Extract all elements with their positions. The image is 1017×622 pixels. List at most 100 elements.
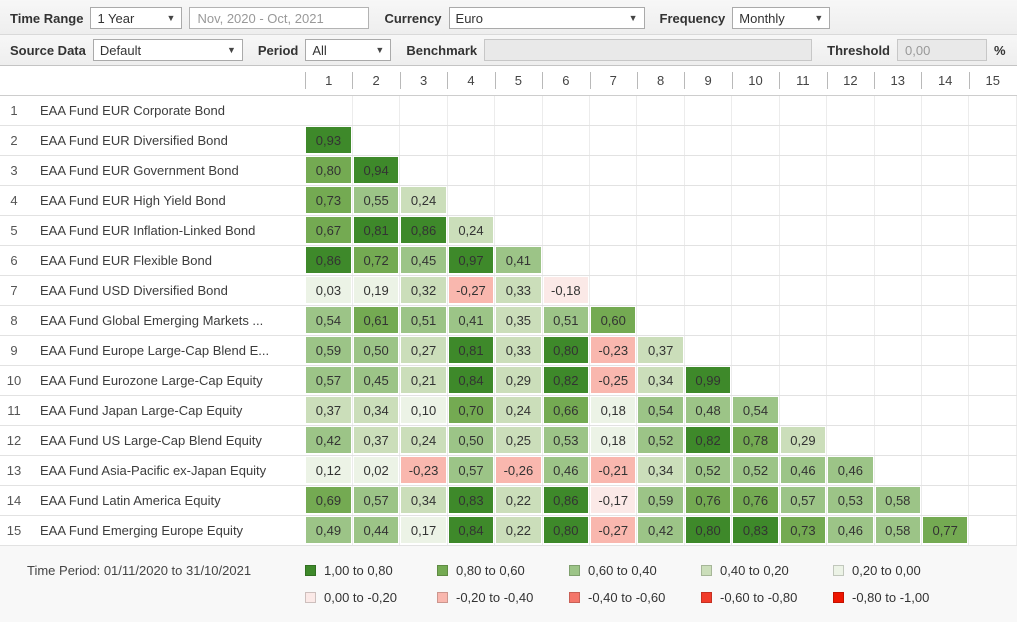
matrix-column-header: 3 — [399, 66, 448, 96]
matrix-cell — [826, 395, 875, 426]
correlation-value: 0,76 — [685, 487, 731, 513]
correlation-value: 0,57 — [353, 487, 399, 513]
matrix-column-header: 15 — [968, 66, 1017, 96]
row-number: 15 — [0, 515, 28, 546]
matrix-cell — [779, 365, 828, 396]
matrix-cell — [731, 365, 780, 396]
source-data-select[interactable]: Default ▼ — [92, 39, 243, 61]
matrix-cell — [874, 245, 922, 276]
correlation-value: 0,54 — [306, 307, 351, 333]
matrix-cell — [874, 425, 922, 456]
matrix-cell — [494, 185, 543, 216]
matrix-cell — [779, 95, 828, 126]
matrix-cell: 0,51 — [399, 305, 448, 336]
matrix-cell — [779, 395, 828, 426]
matrix-cell: -0,17 — [589, 485, 638, 516]
correlation-value: 0,86 — [306, 247, 351, 273]
matrix-cell: 0,22 — [494, 515, 543, 546]
matrix-cell: 0,81 — [447, 335, 496, 366]
correlation-value: 0,03 — [306, 277, 351, 303]
row-number: 4 — [0, 185, 28, 216]
correlation-value: 0,80 — [543, 337, 589, 363]
matrix-column-header: 8 — [636, 66, 685, 96]
currency-select[interactable]: Euro ▼ — [448, 7, 645, 29]
matrix-cell — [494, 215, 543, 246]
row-number: 6 — [0, 245, 28, 276]
matrix-cell — [636, 275, 685, 306]
matrix-column-header: 5 — [494, 66, 543, 96]
correlation-value: 0,84 — [448, 517, 494, 543]
fund-name: EAA Fund Global Emerging Markets ... — [28, 305, 305, 336]
matrix-cell — [968, 185, 1017, 216]
correlation-value: 0,46 — [780, 457, 826, 483]
legend-swatch — [833, 564, 844, 576]
correlation-value: 0,80 — [685, 517, 731, 543]
matrix-cell: 0,67 — [305, 215, 353, 246]
chevron-down-icon: ▼ — [226, 45, 236, 55]
matrix-cell: 0,70 — [447, 395, 496, 426]
row-number: 13 — [0, 455, 28, 486]
correlation-value: 0,44 — [353, 517, 399, 543]
fund-name: EAA Fund US Large-Cap Blend Equity — [28, 425, 305, 456]
matrix-cell: 0,54 — [305, 305, 353, 336]
matrix-cell: 0,24 — [494, 395, 543, 426]
matrix-cell: 0,41 — [447, 305, 496, 336]
matrix-cell — [636, 215, 685, 246]
benchmark-input[interactable] — [484, 39, 813, 61]
matrix-cell: 0,59 — [305, 335, 353, 366]
matrix-cell: 0,76 — [684, 485, 733, 516]
legend-label: -0,20 to -0,40 — [456, 589, 534, 605]
legend-swatch — [701, 564, 712, 576]
percent-label: % — [994, 42, 1006, 58]
matrix-cell — [731, 305, 780, 336]
matrix-cell: 0,82 — [684, 425, 733, 456]
matrix-cell — [921, 125, 970, 156]
fund-name: EAA Fund Latin America Equity — [28, 485, 305, 516]
correlation-value: 0,80 — [306, 157, 351, 183]
matrix-cell — [921, 95, 970, 126]
matrix-cell: 0,52 — [684, 455, 733, 486]
matrix-cell: 0,37 — [636, 335, 685, 366]
legend-swatch — [569, 591, 580, 603]
matrix-cell — [921, 215, 970, 246]
frequency-select[interactable]: Monthly ▼ — [732, 7, 831, 29]
legend-item: -0,40 to -0,60 — [569, 590, 701, 605]
threshold-input[interactable]: 0,00 — [897, 39, 987, 61]
matrix-cell — [874, 395, 922, 426]
correlation-value: 0,46 — [828, 517, 873, 543]
date-range-input[interactable]: Nov, 2020 - Oct, 2021 — [189, 7, 370, 29]
correlation-value: 0,45 — [353, 367, 399, 393]
date-range-value: Nov, 2020 - Oct, 2021 — [197, 10, 324, 26]
legend-label: -0,60 to -0,80 — [720, 589, 798, 605]
matrix-cell: 0,48 — [684, 395, 733, 426]
matrix-cell: -0,23 — [399, 455, 448, 486]
correlation-value: 0,93 — [306, 127, 351, 153]
matrix-cell: 0,82 — [542, 365, 591, 396]
matrix-cell — [399, 125, 448, 156]
correlation-value: 0,77 — [922, 517, 968, 543]
matrix-cell: 0,81 — [352, 215, 401, 246]
matrix-cell — [826, 305, 875, 336]
matrix-cell — [874, 455, 922, 486]
table-row: 2 EAA Fund EUR Diversified Bond 0,93 — [0, 125, 1017, 156]
correlation-value: 0,67 — [306, 217, 351, 243]
matrix-cell: 0,86 — [305, 245, 353, 276]
legend-swatch — [437, 564, 448, 576]
matrix-cell: 0,51 — [542, 305, 591, 336]
matrix-cell — [731, 215, 780, 246]
matrix-cell: 0,18 — [589, 395, 638, 426]
period-label: Period — [257, 42, 299, 58]
matrix-cell: 0,58 — [874, 515, 922, 546]
correlation-value: 0,83 — [448, 487, 494, 513]
matrix-cell: 0,37 — [352, 425, 401, 456]
matrix-cell: 0,66 — [542, 395, 591, 426]
matrix-cell — [684, 95, 733, 126]
matrix-cell: 0,73 — [305, 185, 353, 216]
correlation-value: 0,34 — [401, 487, 446, 513]
period-select[interactable]: All ▼ — [305, 39, 392, 61]
time-range-select[interactable]: 1 Year ▼ — [90, 7, 183, 29]
matrix-cell: 0,58 — [874, 485, 922, 516]
correlation-value: 0,46 — [543, 457, 589, 483]
matrix-cell — [921, 305, 970, 336]
matrix-cell: 0,50 — [352, 335, 401, 366]
